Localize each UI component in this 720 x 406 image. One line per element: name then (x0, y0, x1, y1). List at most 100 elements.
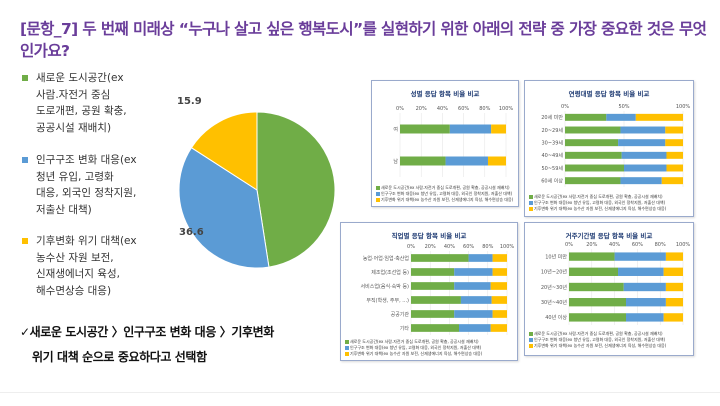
legend-line: 공공시설 재배치) (36, 121, 112, 134)
gender-bar-chart: 0% 20% 40% 60% 80% 100% 여남 (393, 106, 514, 177)
legend-swatch-yellow (22, 238, 28, 244)
bar-segment (454, 310, 493, 318)
bar-segment (665, 126, 683, 134)
bar-segment (400, 124, 450, 134)
tick-label: 60% (632, 242, 643, 248)
bar-segment (411, 282, 455, 290)
legend-line: 농수산 자원 보전, (36, 251, 114, 264)
tick-label: 0% (407, 244, 415, 250)
pie-slice (190, 111, 258, 191)
gender-chart-panel: 성별 응답 항목 비율 비교 0% 20% 40% 60% 80% 100% 여 남 새로운 … (371, 80, 519, 207)
category-label: 기타 (400, 325, 410, 332)
bar-segment (666, 151, 683, 159)
bar-segment (449, 124, 492, 134)
bar-segment (492, 268, 507, 276)
bar-segment (624, 164, 667, 172)
pie-data-label: 36.6 (179, 227, 204, 238)
tick-label: 40% (444, 244, 455, 250)
conclusion-line-1: ✓새로운 도시공간 〉인구구조 변화 대응 〉기후변화 (20, 325, 274, 339)
bar-segment (565, 113, 607, 121)
bar-segment (620, 177, 662, 185)
pie-chart: 47.636.615.9 (177, 96, 336, 269)
bar-segment (618, 139, 666, 147)
category-label: 남 (393, 158, 398, 165)
job-chart-title: 직업별 응답 항목 비율 비교 (391, 232, 467, 240)
category-label: 20세 미만 (541, 114, 563, 121)
legend-line: 기후변화 위기 대책(ex (36, 235, 137, 247)
job-chart-legend: 새로운 도시공간(ex 사람.자전거 중심 도로개편, 공원 확충, 공공시설 … (345, 339, 513, 357)
legend-entry: 기후변화 위기 대책(ex 농수산 자원 보전, 신재생에너지 육성, 해수면상… (529, 343, 689, 349)
bar-segment (454, 282, 491, 290)
bar-segment (665, 298, 683, 307)
category-label: 40년 이상 (545, 314, 567, 321)
bar-segment (491, 296, 507, 304)
legend-item-urban-space: 새로운 도시공간(ex 사람.자전거 중심 도로개편, 공원 확충, 공공시설 … (22, 70, 127, 136)
category-label: 서비스업(음식·숙박 등) (361, 283, 410, 290)
category-label: 10년~20년 (541, 269, 568, 276)
category-label: 10년 미만 (545, 253, 567, 260)
bar-segment (665, 252, 683, 261)
legend-line: 대응, 외국인 정착지원, (36, 187, 137, 199)
bar-segment (411, 310, 455, 318)
legend-entry: 새로운 도시공간(ex 사람.자전거 중심 도로개편, 공원 확충, 공공시설 … (529, 194, 689, 200)
age-bar-chart: 0% 50% 100% 20세 미만 20~29세 30~39세 40~49세 50~59세 6… (541, 104, 691, 187)
bar-segment (411, 254, 469, 262)
bar-segment (468, 254, 493, 262)
bar-segment (663, 267, 683, 276)
bar-segment (565, 126, 621, 134)
tick-label: 60% (463, 244, 474, 250)
tick-label: 50% (618, 104, 629, 110)
conclusion: ✓새로운 도시공간 〉인구구조 변화 대응 〉기후변화 위기 대책 순으로 중요… (20, 320, 350, 370)
tick-label: 60% (458, 106, 469, 112)
tick-label: 80% (482, 244, 493, 250)
bar-segment (635, 113, 683, 121)
residence-chart-legend: 새로운 도시공간(ex 사람.자전거 중심 도로개편, 공원 확충, 공공시설 … (529, 331, 689, 349)
legend-entry: 인구구조 변화 대응(ex 청년 유입, 고령화 대응, 외국인 정착지원, 저… (376, 191, 514, 197)
bar-segment (569, 267, 619, 276)
category-label: 무직(학생, 주부, ...) (366, 297, 409, 304)
legend-line: 인구구조 변화 대응(ex (36, 154, 137, 166)
tick-label: 100% (676, 104, 691, 110)
category-label: 30년~40년 (541, 299, 568, 306)
bar-segment (665, 139, 683, 147)
tick-label: 100% (499, 106, 514, 112)
bar-segment (411, 324, 459, 332)
category-label: 30~39세 (541, 139, 563, 146)
bar-segment (569, 282, 624, 292)
bar-segment (665, 282, 683, 292)
tick-label: 80% (479, 106, 490, 112)
bar-segment (626, 313, 664, 322)
tick-label: 20% (586, 242, 597, 248)
legend-entry: 새로운 도시공간(ex 사람.자전거 중심 도로개편, 공원 확충, 공공시설 … (529, 331, 689, 337)
legend-item-climate: 기후변화 위기 대책(ex 농수산 자원 보전, 신재생에너지 육성, 해수면상… (22, 233, 137, 299)
bar-segment (400, 156, 446, 166)
residence-chart-title: 거주기간별 응답 항목 비율 비교 (565, 232, 653, 240)
bottom-bar (0, 392, 720, 406)
category-label: 제조업(조선업 등) (371, 269, 409, 276)
legend-entry: 새로운 도시공간(ex 사람.자전거 중심 도로개편, 공원 확충, 공공시설 … (345, 339, 513, 345)
pie-data-label: 15.9 (177, 96, 202, 107)
tick-label: 40% (437, 106, 448, 112)
bar-segment (454, 268, 493, 276)
category-label: 농업·어업·임업·축산업 (363, 255, 409, 262)
legend-entry: 기후변화 위기 대책(ex 농수산 자원 보전, 신재생에너지 육성, 해수면상… (376, 197, 514, 203)
bar-segment (569, 298, 626, 307)
residence-bar-chart: 0% 20% 40% 60% 80% 100% 10년 미만 10년~20년 20년~30년 30… (541, 242, 690, 325)
bar-segment (411, 268, 455, 276)
bar-segment (623, 282, 666, 292)
legend-line: 청년 유입, 고령화 (36, 170, 114, 183)
bar-segment (487, 156, 506, 166)
legend-swatch-blue (22, 157, 28, 163)
pie-slice (178, 147, 270, 269)
bar-segment (492, 254, 507, 262)
gender-chart-legend: 새로운 도시공간(ex 사람.자전거 중심 도로개편, 공원 확충, 공공시설 … (376, 185, 514, 203)
bar-segment (491, 124, 506, 134)
job-chart-panel: 직업별 응답 항목 비율 비교 0% 20% 40% 60% 80% 100% 농업·어업·… (340, 222, 518, 361)
bar-segment (492, 310, 507, 318)
age-chart-legend: 새로운 도시공간(ex 사람.자전거 중심 도로개편, 공원 확충, 공공시설 … (529, 194, 689, 212)
legend-entry: 인구구조 변화 대응(ex 청년 유입, 고령화 대응, 외국인 정착지원, 저… (529, 200, 689, 206)
bar-segment (618, 267, 664, 276)
gender-chart-title: 성별 응답 항목 비율 비교 (410, 90, 480, 98)
legend-line: 새로운 도시공간(ex (36, 72, 124, 84)
bar-segment (663, 313, 683, 322)
